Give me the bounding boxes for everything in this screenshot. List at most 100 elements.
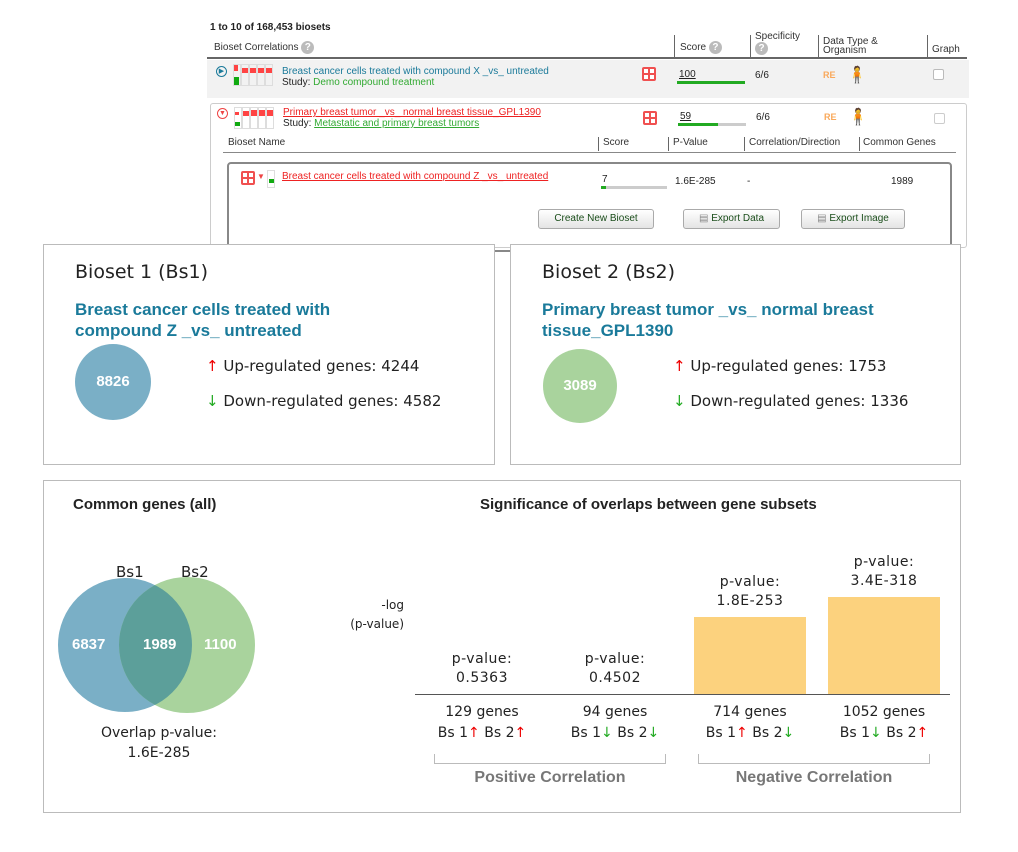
- arrow-up-icon: ↑: [673, 357, 686, 375]
- pvalue-caption: p-value:: [584, 650, 646, 667]
- bar-chart: p-value: 0.5363 129 genes Bs 1↑ Bs 2↑ p-valu…: [44, 481, 962, 814]
- bioset2-up: ↑ Up-regulated genes: 1753: [673, 357, 886, 375]
- overlap-label: Overlap p-value:: [101, 725, 217, 741]
- ylabel-line2: (p-value): [350, 617, 404, 631]
- bs2-label: Bs 2: [484, 725, 515, 741]
- result-row[interactable]: ▶ Breast cancer cells treated with compo…: [207, 60, 969, 98]
- heatmap-icon: [234, 107, 274, 129]
- specificity: 6/6: [755, 70, 769, 81]
- sub-col-common: Common Genes: [863, 137, 936, 148]
- arrow-up-icon: ↑: [514, 725, 527, 741]
- venn-title: Common genes (all): [73, 496, 216, 513]
- bioset1-name[interactable]: Breast cancer cells treated with compoun…: [75, 300, 331, 340]
- graph-checkbox[interactable]: [933, 69, 944, 80]
- bar: [694, 616, 806, 694]
- grid-icon[interactable]: [643, 111, 657, 125]
- group-bracket: [434, 754, 666, 764]
- col-score: Score ?: [680, 41, 722, 54]
- arrow-up-icon: ↑: [206, 357, 219, 375]
- bioset1-up: ↑ Up-regulated genes: 4244: [206, 357, 419, 375]
- bar-pvalue-label: p-value: 0.5363: [417, 650, 547, 688]
- bs2-label: Bs 2: [617, 725, 648, 741]
- category-label: 129 genes Bs 1↑ Bs 2↑: [417, 702, 547, 744]
- bar: [828, 597, 940, 694]
- sub-bioset-link[interactable]: Breast cancer cells treated with compoun…: [282, 171, 549, 182]
- y-axis-label: -log (p-value): [324, 596, 404, 634]
- pvalue-caption: p-value:: [853, 554, 915, 570]
- down-label: Down-regulated genes: 1336: [690, 392, 909, 410]
- overlap-panel: Common genes (all) Significance of overl…: [43, 480, 961, 813]
- bs1-label: Bs 1: [705, 725, 737, 741]
- bioset-title-link[interactable]: Breast cancer cells treated with compoun…: [282, 66, 549, 77]
- mini-heatmap-icon: [267, 170, 275, 188]
- down-label: Down-regulated genes: 4582: [223, 392, 442, 410]
- result-count: 1 to 10 of 168,453 biosets: [210, 22, 331, 33]
- bioset-title-link[interactable]: Primary breast tumor _vs_ normal breast …: [283, 107, 541, 118]
- specificity: 6/6: [756, 112, 770, 123]
- bioset1-total-circle: 8826: [75, 344, 151, 420]
- venn-title-text: Common genes: [73, 496, 186, 513]
- expand-icon[interactable]: ▶: [216, 66, 227, 77]
- col-label: Score: [680, 42, 707, 54]
- venn-diagram: [58, 577, 255, 713]
- arrow-down-icon: ↓: [782, 725, 795, 741]
- score: 100: [679, 69, 696, 80]
- help-icon[interactable]: ?: [301, 41, 315, 54]
- export-image-button[interactable]: ▤ Export Image: [801, 209, 905, 229]
- pvalue-caption: p-value:: [451, 650, 513, 667]
- sub-col-name: Bioset Name: [228, 137, 286, 148]
- bs1-label: Bs 1: [437, 725, 469, 741]
- venn-label-bs1: Bs1: [116, 563, 144, 581]
- document-icon: ▤: [698, 213, 709, 224]
- dropdown-icon[interactable]: ▼: [257, 172, 265, 181]
- grid-icon[interactable]: [642, 67, 656, 81]
- study-link[interactable]: Metastatic and primary breast tumors: [314, 118, 480, 129]
- venn-only-bs1: 6837: [72, 636, 106, 653]
- col-specificity: Specificity?: [755, 32, 800, 55]
- bs2-label: Bs 2: [886, 725, 917, 741]
- overlap-pvalue: Overlap p-value: 1.6E-285: [74, 723, 244, 763]
- bar-pvalue-label: p-value: 1.8E-253: [685, 573, 815, 611]
- graph-checkbox[interactable]: [934, 113, 945, 124]
- sub-common-genes: 1989: [891, 176, 914, 187]
- sub-pvalue: 1.6E-285: [675, 176, 716, 187]
- arrow-down-icon: ↓: [647, 725, 660, 741]
- ylabel-line1: -log: [381, 598, 404, 612]
- help-icon[interactable]: ?: [755, 42, 768, 55]
- study-link[interactable]: Demo compound treatment: [313, 77, 435, 88]
- venn-overlap: [119, 578, 192, 712]
- category-label: 714 genes Bs 1↑ Bs 2↓: [685, 702, 815, 744]
- group-negative-correlation: Negative Correlation: [735, 769, 893, 786]
- arrow-up-icon: ↑: [468, 725, 480, 741]
- pvalue-value: 3.4E-318: [850, 573, 918, 589]
- bar-pvalue-label: p-value: 0.4502: [550, 650, 680, 688]
- bioset2-panel: Bioset 2 (Bs2) Primary breast tumor _vs_…: [510, 244, 961, 465]
- help-icon[interactable]: ?: [708, 41, 722, 54]
- grid-icon[interactable]: [241, 171, 255, 185]
- bioset1-panel: Bioset 1 (Bs1) Breast cancer cells treat…: [43, 244, 495, 465]
- group-bracket: [698, 754, 930, 764]
- arrow-down-icon: ↓: [870, 725, 882, 741]
- export-data-button[interactable]: ▤ Export Data: [683, 209, 780, 229]
- human-icon: 🧍: [847, 67, 867, 84]
- col-bioset-correlations: Bioset Correlations ?: [214, 41, 315, 54]
- bs2-label: Bs 2: [752, 725, 783, 741]
- sub-score: 7: [602, 174, 608, 185]
- export-data-label: Export Data: [711, 213, 765, 224]
- export-image-label: Export Image: [829, 213, 889, 224]
- score: 59: [680, 111, 692, 122]
- x-axis: [415, 694, 950, 695]
- collapse-icon[interactable]: ▼: [217, 108, 228, 119]
- bioset2-down: ↓ Down-regulated genes: 1336: [673, 392, 908, 410]
- study-line: Study: Demo compound treatment: [282, 77, 434, 88]
- sub-result-box: ▼ Breast cancer cells treated with compo…: [227, 162, 952, 252]
- bioset2-name[interactable]: Primary breast tumor _vs_ normal breast …: [542, 300, 874, 340]
- arrow-up-icon: ↑: [736, 725, 748, 741]
- sub-col-score: Score: [603, 137, 630, 148]
- overlap-value: 1.6E-285: [127, 745, 191, 761]
- category-label: 1052 genes Bs 1↓ Bs 2↑: [819, 702, 949, 744]
- up-label: Up-regulated genes: 4244: [223, 357, 420, 375]
- create-new-bioset-button[interactable]: Create New Bioset: [538, 209, 654, 229]
- result-row-expanded[interactable]: ▼ Primary breast tumor _vs_ normal breas…: [210, 103, 967, 252]
- bar-pvalue-label: p-value: 3.4E-318: [819, 553, 949, 591]
